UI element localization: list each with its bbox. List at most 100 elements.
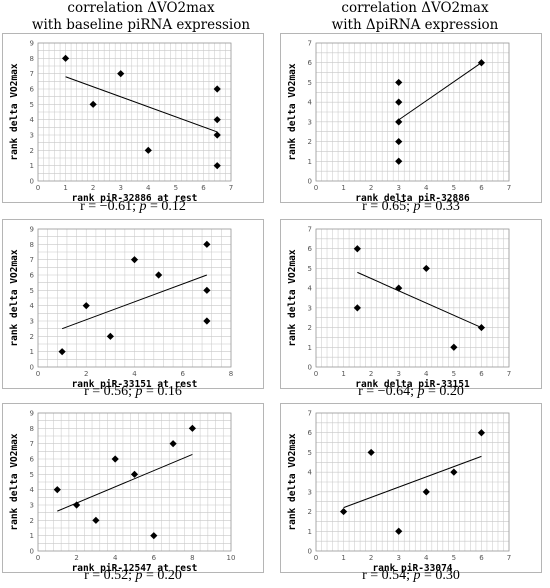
data-point xyxy=(367,448,375,457)
y-tick-label: 1 xyxy=(30,532,34,540)
y-tick-label: 7 xyxy=(30,256,34,264)
data-point xyxy=(89,100,97,108)
y-tick-label: 6 xyxy=(308,429,313,437)
y-tick-label: 4 xyxy=(308,285,313,293)
data-point xyxy=(477,59,486,67)
data-point xyxy=(82,302,90,310)
y-tick-label: 4 xyxy=(308,469,313,477)
y-axis-label: rank delta VO2max xyxy=(287,63,298,161)
y-tick-label: 6 xyxy=(30,86,35,94)
y-tick-label: 7 xyxy=(30,70,34,78)
chart-panel-4: 0 1 2 3 4 5 6 7 0 1 2 3 4 5 6 7 rank delta piR-33151 rank… xyxy=(280,219,542,391)
x-tick-label: 6 xyxy=(479,184,484,192)
data-point xyxy=(422,488,430,496)
y-tick-label: 5 xyxy=(30,287,34,295)
y-tick-label: 9 xyxy=(30,410,34,418)
y-tick-label: 1 xyxy=(308,158,312,166)
grid xyxy=(37,42,232,182)
y-tick-label: 7 xyxy=(308,410,312,418)
data-point xyxy=(477,429,486,437)
y-tick-label: 8 xyxy=(30,241,34,249)
trend-line xyxy=(57,453,193,512)
data-point xyxy=(155,271,163,279)
x-tick-label: 4 xyxy=(424,554,429,562)
x-tick-label: 7 xyxy=(507,370,511,378)
y-tick-label: 1 xyxy=(308,344,312,352)
y-tick-label: 8 xyxy=(30,425,34,433)
y-tick-label: 0 xyxy=(308,178,312,186)
correlation-stat-1: r = −0.61; p = 0.12 xyxy=(2,199,264,215)
x-tick-label: 4 xyxy=(146,184,151,192)
data-point xyxy=(144,146,152,154)
plot-area xyxy=(37,42,232,182)
y-tick-label: 6 xyxy=(308,245,313,253)
data-point xyxy=(477,323,486,332)
data-point xyxy=(130,256,139,264)
data-point xyxy=(130,470,139,478)
p-value: = 0.20 xyxy=(142,568,182,583)
x-tick-label: 6 xyxy=(479,554,484,562)
x-tick-label: 6 xyxy=(479,370,484,378)
data-point xyxy=(203,317,211,325)
x-tick-label: 2 xyxy=(369,370,373,378)
x-tick-label: 0 xyxy=(314,554,318,562)
column-title-line1: correlation ΔVO2max xyxy=(341,0,489,16)
grid xyxy=(315,42,510,182)
data-point xyxy=(395,157,403,165)
correlation-stat-4: r = −0.64; p = 0.20 xyxy=(280,384,542,400)
data-point xyxy=(395,284,403,292)
grid xyxy=(37,412,232,552)
x-tick-label: 3 xyxy=(396,554,400,562)
x-tick-label: 1 xyxy=(63,184,67,192)
y-tick-label: 5 xyxy=(308,265,312,273)
data-point xyxy=(53,486,61,494)
data-point xyxy=(106,332,114,340)
y-tick-label: 3 xyxy=(308,304,312,312)
trend-line xyxy=(343,455,482,509)
y-tick-label: 3 xyxy=(30,502,34,510)
p-symbol: p xyxy=(135,568,143,583)
data-point xyxy=(203,240,211,248)
scatter-chart: 0 1 2 3 4 5 6 7 0 1 2 3 4 5 6 7 rank delta piR-33151 rank… xyxy=(287,226,511,391)
x-tick-label: 2 xyxy=(369,184,373,192)
y-axis-label: rank delta VO2max xyxy=(9,433,20,531)
column-title-left: correlation ΔVO2max with baseline piRNA … xyxy=(16,0,266,34)
x-tick-label: 1 xyxy=(341,370,345,378)
y-tick-label: 4 xyxy=(30,302,35,310)
trend-line xyxy=(61,274,208,330)
chart-panel-3: 0 1 2 3 4 5 6 7 8 9 0 2 4 6 8 rank piR-33151 at rest ran… xyxy=(2,219,264,390)
p-value: = 0.16 xyxy=(142,384,182,399)
y-tick-label: 2 xyxy=(308,324,312,332)
y-tick-label: 5 xyxy=(30,101,34,109)
y-tick-label: 5 xyxy=(30,471,34,479)
y-tick-label: 4 xyxy=(30,486,35,494)
x-tick-label: 0 xyxy=(36,554,40,562)
x-tick-label: 5 xyxy=(452,554,456,562)
x-tick-label: 4 xyxy=(113,554,118,562)
r-value: r = −0.61; xyxy=(80,199,140,214)
data-point xyxy=(92,516,100,524)
plot-area xyxy=(37,412,232,552)
y-axis-label: rank delta VO2max xyxy=(287,249,298,347)
y-tick-label: 0 xyxy=(308,364,312,372)
column-title-line1: correlation ΔVO2max xyxy=(67,0,215,16)
correlation-stat-2: r = 0.65; p = 0.33 xyxy=(280,199,542,215)
x-tick-label: 6 xyxy=(201,184,206,192)
x-axis-label: rank delta piR-32886 xyxy=(355,193,470,204)
x-tick-label: 5 xyxy=(174,184,178,192)
x-tick-label: 4 xyxy=(132,370,137,378)
correlation-stat-5: r = 0.52; p = 0.20 xyxy=(2,568,264,584)
data-point xyxy=(213,162,221,170)
p-value: = 0.12 xyxy=(146,199,186,214)
y-tick-label: 2 xyxy=(30,517,34,525)
plot-area xyxy=(37,228,232,368)
x-tick-label: 2 xyxy=(369,554,373,562)
trend-line xyxy=(357,271,482,329)
y-tick-label: 2 xyxy=(30,147,34,155)
column-title-right: correlation ΔVO2max with ΔpiRNA expressi… xyxy=(290,0,540,34)
correlation-stat-6: r = 0.54; p = 0.30 xyxy=(280,568,542,584)
r-value: r = 0.65; xyxy=(362,199,414,214)
y-tick-label: 1 xyxy=(30,162,34,170)
x-tick-label: 6 xyxy=(181,370,186,378)
data-point xyxy=(450,343,458,351)
